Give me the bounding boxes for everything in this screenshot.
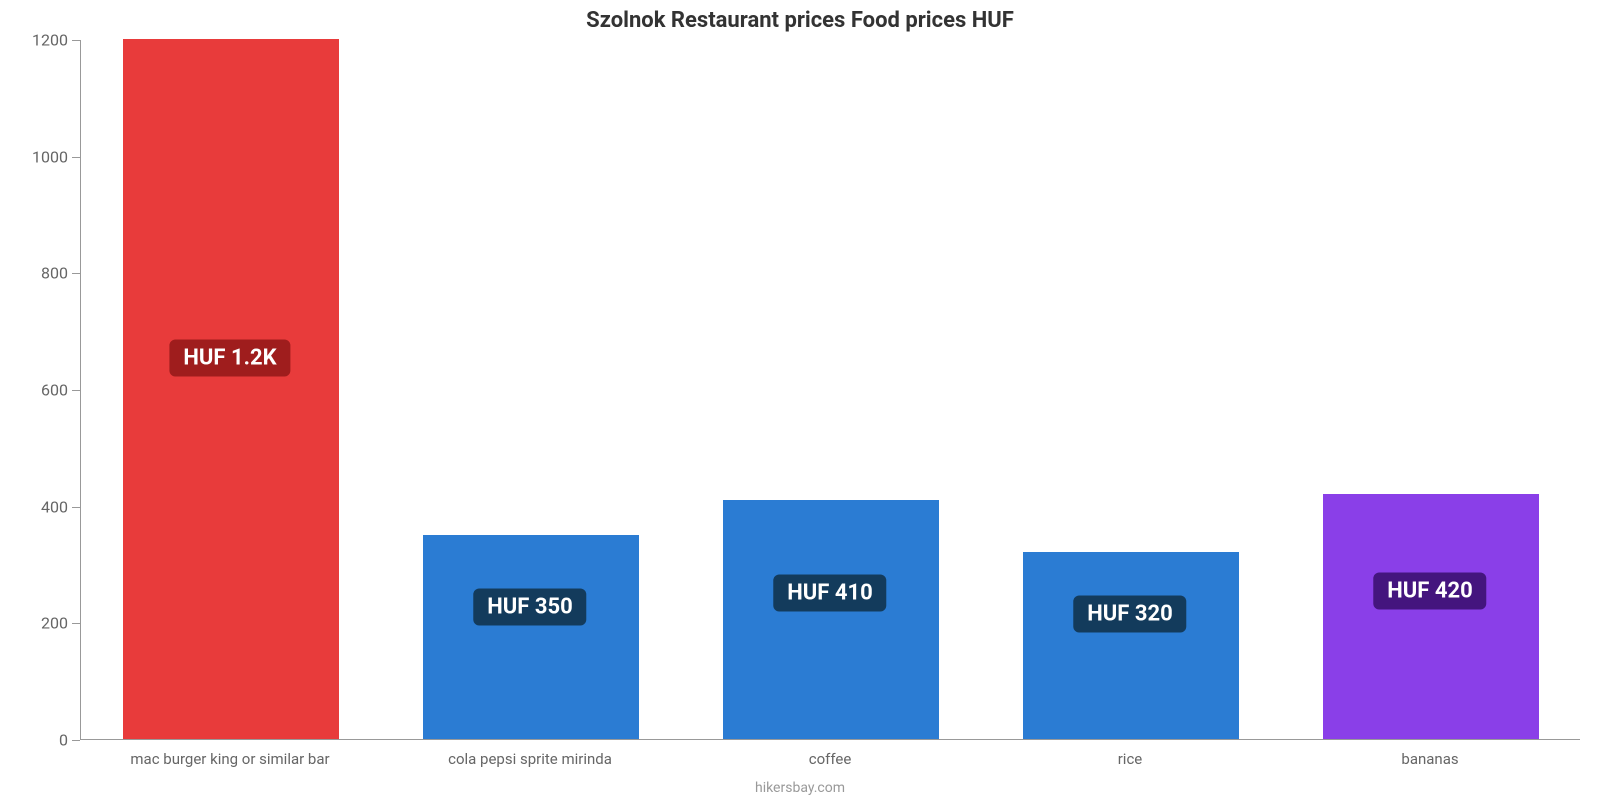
y-tick-mark bbox=[72, 623, 80, 624]
y-tick-mark bbox=[72, 273, 80, 274]
x-tick-label: rice bbox=[1118, 750, 1143, 768]
y-tick-label: 200 bbox=[0, 614, 68, 633]
x-tick-label: coffee bbox=[809, 750, 852, 768]
x-tick-label: mac burger king or similar bar bbox=[130, 750, 329, 768]
chart-title: Szolnok Restaurant prices Food prices HU… bbox=[0, 8, 1600, 33]
y-tick-mark bbox=[72, 390, 80, 391]
y-tick-label: 400 bbox=[0, 497, 68, 516]
y-tick-mark bbox=[72, 507, 80, 508]
y-tick-label: 0 bbox=[0, 731, 68, 750]
bar-value-label: HUF 410 bbox=[773, 575, 886, 612]
y-tick-mark bbox=[72, 157, 80, 158]
bar bbox=[1323, 494, 1539, 739]
bar-value-label: HUF 1.2K bbox=[169, 339, 290, 376]
attribution-text: hikersbay.com bbox=[0, 780, 1600, 796]
y-tick-mark bbox=[72, 40, 80, 41]
bar-chart: Szolnok Restaurant prices Food prices HU… bbox=[0, 0, 1600, 800]
x-tick-label: bananas bbox=[1401, 750, 1458, 768]
bar-value-label: HUF 320 bbox=[1073, 596, 1186, 633]
plot-area bbox=[80, 40, 1580, 740]
bar bbox=[1023, 552, 1239, 739]
bar bbox=[423, 535, 639, 739]
y-tick-label: 1000 bbox=[0, 147, 68, 166]
x-tick-label: cola pepsi sprite mirinda bbox=[448, 750, 612, 768]
y-tick-label: 600 bbox=[0, 381, 68, 400]
bar-value-label: HUF 350 bbox=[473, 589, 586, 626]
y-tick-label: 800 bbox=[0, 264, 68, 283]
bar bbox=[123, 39, 339, 739]
y-tick-label: 1200 bbox=[0, 31, 68, 50]
bar bbox=[723, 500, 939, 739]
y-tick-mark bbox=[72, 740, 80, 741]
bar-value-label: HUF 420 bbox=[1373, 572, 1486, 609]
